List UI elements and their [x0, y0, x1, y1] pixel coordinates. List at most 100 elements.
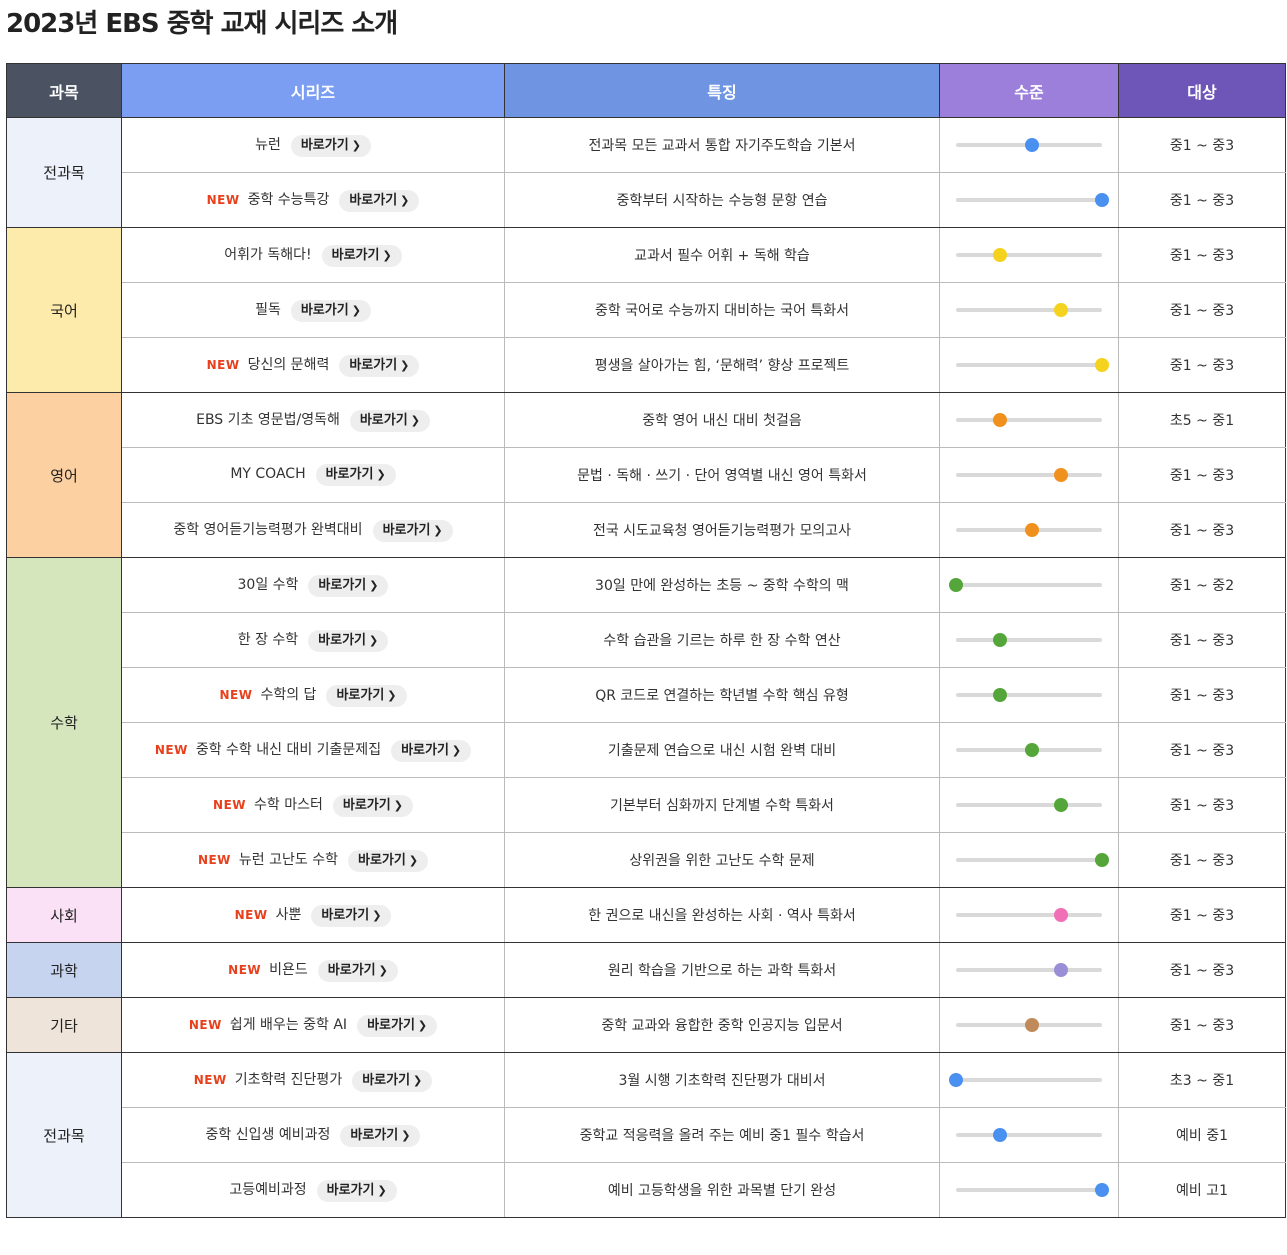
level-dot: [992, 248, 1007, 262]
target-cell: 중1 ~ 중3: [1118, 832, 1286, 888]
level-dot: [1024, 138, 1039, 152]
series-cell: NEW 사뿐 바로가기 ❯: [121, 887, 505, 943]
series-cell: 뉴런 바로가기 ❯: [121, 117, 505, 173]
series-name: 중학 수능특강: [247, 191, 330, 208]
table-row: NEW 수학 마스터 바로가기 ❯ 기본부터 심화까지 단계별 수학 특화서 중1 ~ 중…: [7, 777, 1286, 833]
series-name: 필독: [255, 301, 281, 318]
table-row: 필독 바로가기 ❯ 중학 국어로 수능까지 대비하는 국어 특화서 중1 ~ 중3: [7, 282, 1286, 338]
series-name: 당신의 문해력: [247, 356, 330, 373]
go-button[interactable]: 바로가기 ❯: [347, 849, 429, 872]
level-slider: [956, 633, 1102, 647]
level-dot: [992, 1128, 1007, 1142]
go-button[interactable]: 바로가기 ❯: [357, 1014, 438, 1037]
table-row: MY COACH 바로가기 ❯ 문법 · 독해 · 쓰기 · 단어 영역별 내신 영어…: [7, 447, 1286, 503]
subject-cell: 수학: [6, 557, 122, 888]
level-cell: [939, 1052, 1119, 1108]
table-row: NEW 중학 수능특강 바로가기 ❯ 중학부터 시작하는 수능형 문항 연습 중1 ~ 중…: [7, 172, 1286, 228]
go-button-label: 바로가기: [362, 1072, 411, 1088]
level-dot: [992, 633, 1007, 647]
series-cell: NEW 비욘드 바로가기 ❯: [121, 942, 505, 998]
go-button-label: 바로가기: [331, 247, 380, 263]
go-button[interactable]: 바로가기 ❯: [349, 409, 430, 432]
go-button[interactable]: 바로가기 ❯: [372, 519, 453, 542]
go-button-label: 바로가기: [349, 192, 398, 208]
series-name: 수학 마스터: [254, 796, 323, 813]
new-badge: NEW: [219, 687, 253, 702]
level-dot: [1095, 358, 1109, 372]
chevron-right-icon: ❯: [417, 1018, 428, 1032]
go-button[interactable]: 바로가기 ❯: [316, 1179, 397, 1202]
level-dot: [1024, 743, 1039, 757]
go-button[interactable]: 바로가기 ❯: [315, 464, 396, 486]
series-name: 사뿐: [275, 906, 302, 923]
level-slider: [949, 1073, 1102, 1087]
go-button[interactable]: 바로가기 ❯: [332, 794, 413, 817]
level-cell: [939, 337, 1119, 393]
target-cell: 중1 ~ 중3: [1118, 887, 1286, 943]
feature-cell: 상위권을 위한 고난도 수학 문제: [504, 832, 940, 888]
new-badge: NEW: [188, 1017, 222, 1032]
feature-cell: 30일 만에 완성하는 초등 ~ 중학 수학의 맥: [504, 557, 940, 613]
new-badge: NEW: [206, 357, 240, 372]
feature-cell: 중학 국어로 수능까지 대비하는 국어 특화서: [504, 282, 940, 338]
level-cell: [939, 447, 1119, 503]
target-cell: 중1 ~ 중3: [1118, 997, 1286, 1053]
target-cell: 초5 ~ 중1: [1118, 392, 1286, 448]
go-button[interactable]: 바로가기 ❯: [340, 1124, 421, 1147]
go-button[interactable]: 바로가기 ❯: [317, 959, 398, 982]
level-slider: [956, 1183, 1109, 1197]
go-button-label: 바로가기: [349, 357, 398, 373]
level-cell: [939, 1107, 1119, 1163]
level-dot: [1054, 963, 1069, 977]
go-button[interactable]: 바로가기 ❯: [326, 684, 407, 707]
target-cell: 초3 ~ 중1: [1118, 1052, 1286, 1108]
series-cell: NEW 중학 수능특강 바로가기 ❯: [121, 172, 505, 228]
feature-cell: 교과서 필수 어휘 + 독해 학습: [504, 227, 940, 283]
target-cell: 중1 ~ 중3: [1118, 117, 1286, 173]
go-button[interactable]: 바로가기 ❯: [308, 629, 389, 652]
go-button-label: 바로가기: [382, 522, 431, 538]
series-name: MY COACH: [230, 466, 306, 482]
go-button[interactable]: 바로가기 ❯: [339, 189, 420, 212]
level-slider: [956, 523, 1102, 537]
table-row: NEW 뉴런 고난도 수학 바로가기 ❯ 상위권을 위한 고난도 수학 문제 중1 ~ 중…: [7, 832, 1286, 888]
level-cell: [939, 172, 1119, 228]
go-button-label: 바로가기: [321, 907, 370, 923]
feature-cell: 전과목 모든 교과서 통합 자기주도학습 기본서: [504, 117, 940, 173]
level-slider: [956, 688, 1102, 702]
table-row: 사회 NEW 사뿐 바로가기 ❯ 한 권으로 내신을 완성하는 사회 · 역사 특화서 중1…: [6, 887, 1286, 943]
go-button[interactable]: 바로가기 ❯: [352, 1069, 433, 1092]
go-button[interactable]: 바로가기 ❯: [290, 299, 371, 322]
chevron-right-icon: ❯: [351, 303, 361, 317]
table-row: 전과목 뉴런 바로가기 ❯ 전과목 모든 교과서 통합 자기주도학습 기본서 중1 ~ 중…: [6, 117, 1286, 228]
target-cell: 중1 ~ 중3: [1118, 227, 1286, 283]
go-button-label: 바로가기: [357, 852, 406, 868]
level-cell: [939, 942, 1119, 998]
series-cell: NEW 중학 수학 내신 대비 기출문제집 바로가기 ❯: [121, 722, 505, 778]
series-name: 어휘가 독해다!: [224, 246, 312, 263]
target-cell: 중1 ~ 중3: [1118, 337, 1286, 393]
target-cell: 예비 중1: [1118, 1107, 1286, 1163]
series-name: 기초학력 진단평가: [234, 1071, 343, 1088]
level-dot: [1054, 908, 1069, 922]
target-cell: 중1 ~ 중3: [1118, 502, 1286, 558]
go-button[interactable]: 바로가기 ❯: [311, 904, 392, 927]
go-button[interactable]: 바로가기 ❯: [290, 134, 371, 157]
go-button-label: 바로가기: [300, 302, 349, 318]
go-button[interactable]: 바로가기 ❯: [308, 574, 389, 597]
level-slider: [956, 413, 1102, 427]
table-row: 중학 신입생 예비과정 바로가기 ❯ 중학교 적응력을 올려 주는 예비 중1 필수 …: [7, 1107, 1286, 1163]
level-cell: [939, 282, 1119, 338]
chevron-right-icon: ❯: [369, 578, 379, 592]
series-cell: 고등예비과정 바로가기 ❯: [121, 1162, 505, 1218]
go-button[interactable]: 바로가기 ❯: [391, 739, 472, 762]
series-cell: NEW 쉽게 배우는 중학 AI 바로가기 ❯: [121, 997, 505, 1053]
table-header-row: 과목 시리즈 특징 수준 대상: [6, 63, 1286, 118]
feature-cell: 문법 · 독해 · 쓰기 · 단어 영역별 내신 영어 특화서: [504, 447, 940, 503]
go-button[interactable]: 바로가기 ❯: [321, 244, 402, 267]
level-dot: [1024, 1018, 1039, 1032]
series-name: 한 장 수학: [237, 631, 299, 648]
go-button[interactable]: 바로가기 ❯: [339, 354, 420, 377]
new-badge: NEW: [193, 1072, 227, 1087]
target-cell: 예비 고1: [1118, 1162, 1286, 1218]
